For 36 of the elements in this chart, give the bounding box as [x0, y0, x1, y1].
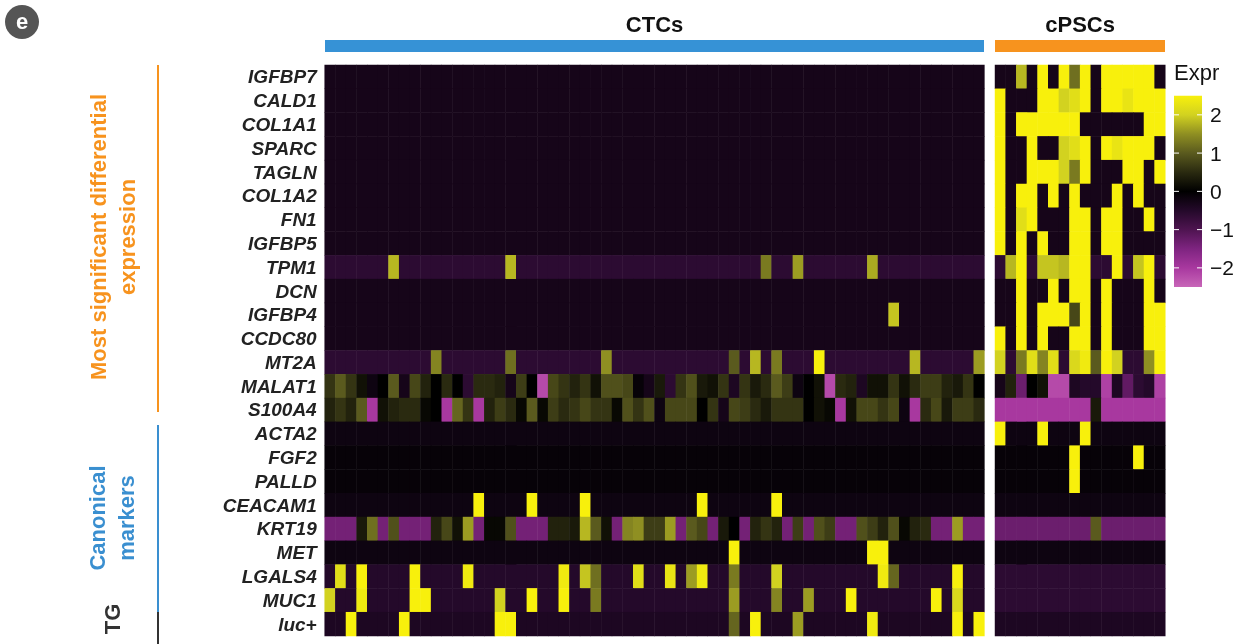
y-tick-label: S100A4 [248, 399, 318, 421]
y-tick-label: ACTA2 [253, 423, 318, 445]
y-tick-label: FN1 [280, 209, 317, 231]
color-bar-label: −1 [1210, 218, 1234, 242]
y-tick-label: IGFBP5 [248, 232, 318, 254]
y-tick-label: COL1A1 [241, 113, 317, 135]
y-tick-label: COL1A2 [241, 185, 318, 207]
y-tick-label: TPM1 [266, 256, 317, 278]
y-tick-label: DCN [275, 280, 318, 302]
y-tick-label: IGFBP4 [248, 304, 318, 326]
y-tick-label: SPARC [251, 137, 317, 159]
y-tick-label: MET [276, 542, 319, 564]
color-bar-label: 2 [1210, 103, 1222, 127]
color-bar-label: 0 [1210, 179, 1222, 203]
y-tick-label: CCDC80 [240, 328, 318, 350]
y-tick-label: LGALS4 [241, 566, 318, 588]
y-tick-label: IGFBP7 [248, 66, 319, 88]
y-tick-label: CALD1 [253, 90, 317, 112]
y-tick-label: MT2A [264, 351, 317, 373]
y-tick-label: KRT19 [256, 518, 318, 540]
y-tick-label: PALLD [254, 470, 317, 492]
y-tick-label: FGF2 [268, 447, 318, 469]
letter-badge: e [5, 5, 39, 39]
chart-title: CTCs [625, 11, 684, 37]
y-tick-label: MUC1 [262, 589, 317, 611]
color-bar-label: −2 [1210, 256, 1234, 280]
text: Most significant differential expression [84, 93, 141, 382]
chart-subtitle: cPSCs [1045, 11, 1115, 37]
y-tick-label: MALAT1 [241, 375, 317, 397]
text: TG [98, 602, 126, 637]
y-tick-label: luc+ [278, 613, 317, 635]
y-tick-label: CEACAM1 [222, 494, 317, 516]
y-tick-label: TAGLN [252, 161, 318, 183]
color-bar-label: 1 [1210, 141, 1222, 165]
text: Canonical markers [85, 465, 139, 571]
color-bar-title: Expr [1174, 59, 1220, 85]
